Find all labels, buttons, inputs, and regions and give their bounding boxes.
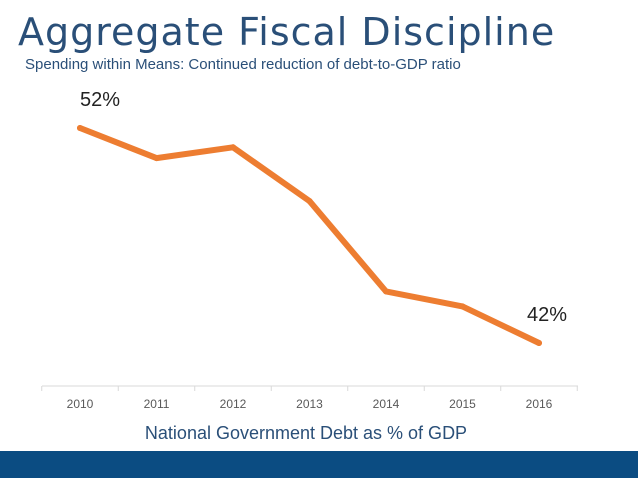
debt-line-chart: 2010 2011 2012 2013 2014 2015 2016 52% 42% Nati… [41,89,578,443]
series-layer [77,125,542,346]
x-tick-label-2012: 2012 [220,397,247,411]
data-label-2016: 42% [527,304,567,326]
data-point-2010 [77,125,83,131]
data-point-2016 [536,340,542,346]
x-tick-label-2011: 2011 [144,397,170,411]
data-point-2011 [153,155,160,162]
data-labels: 52% 42% [80,89,567,326]
x-axis: 2010 2011 2012 2013 2014 2015 2016 [41,385,578,411]
data-point-2015 [459,303,466,310]
slide-subtitle: Spending within Means: Continued reducti… [25,56,461,73]
data-point-2014 [383,288,389,295]
x-tick-label-2013: 2013 [296,397,323,411]
footer-bar [0,451,638,478]
series-line-0 [77,125,542,346]
x-tick-label-2016: 2016 [526,397,553,411]
data-point-2013 [306,198,313,205]
data-point-2012 [230,144,236,151]
x-tick-label-2010: 2010 [67,397,94,411]
x-axis-title: National Government Debt as % of GDP [145,423,467,443]
x-tick-label-2015: 2015 [449,397,476,411]
x-tick-label-2014: 2014 [373,397,400,411]
slide-title: Aggregate Fiscal Discipline [18,10,556,54]
data-label-2010: 52% [80,89,120,111]
